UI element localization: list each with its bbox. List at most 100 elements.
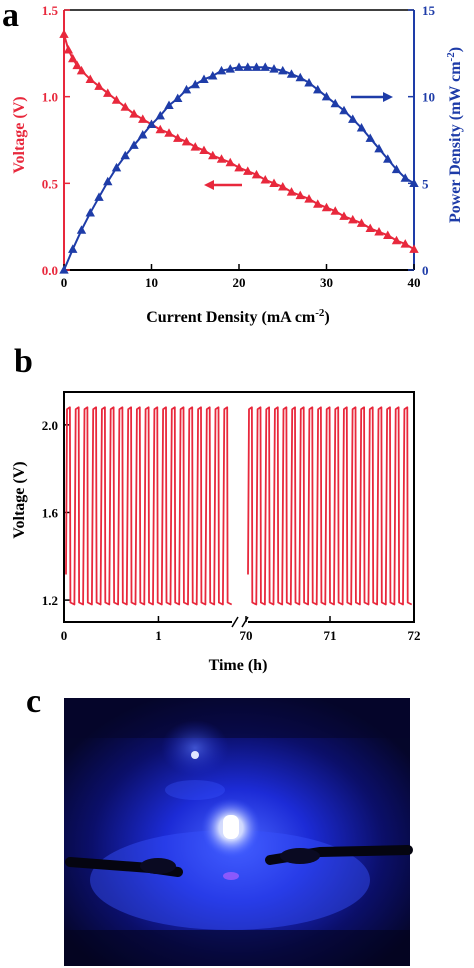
- voltage-point: [120, 102, 130, 111]
- voltage-point: [85, 74, 95, 83]
- power-point: [190, 79, 200, 89]
- panel-a: a 0 10 20 30 40 0.0 0.5 1.0 1.5 0 5 10 15 Current De…: [2, 0, 464, 326]
- power-arrow: [351, 92, 393, 102]
- power-point: [260, 62, 270, 71]
- power-point: [155, 110, 165, 120]
- power-point: [208, 71, 218, 80]
- axis-break-mark: [241, 616, 249, 628]
- power-point: [374, 143, 384, 153]
- x-tick-label: 1: [155, 628, 162, 643]
- power-point: [339, 105, 349, 115]
- voltage-point: [76, 65, 87, 75]
- power-point: [129, 140, 139, 149]
- voltage-point: [225, 157, 235, 167]
- voltage-point: [374, 227, 384, 236]
- y-left-tick-label: 1.5: [42, 3, 59, 18]
- power-point: [383, 154, 393, 163]
- voltage-point: [269, 178, 279, 187]
- power-point: [216, 65, 227, 75]
- power-point: [76, 225, 87, 234]
- power-point: [278, 65, 288, 75]
- power-point: [103, 176, 113, 186]
- power-point: [295, 72, 305, 82]
- y-right-tick-label: 15: [422, 3, 436, 18]
- voltage-point: [365, 223, 375, 233]
- voltage-point: [103, 88, 113, 97]
- x-tick-label: 70: [240, 628, 253, 643]
- panel-a-left-axis-title: Voltage (V): [11, 96, 28, 173]
- panel-c-letter: c: [26, 683, 41, 720]
- voltage-point: [409, 244, 419, 253]
- panel-c: c: [26, 683, 413, 966]
- power-point: [173, 93, 183, 103]
- voltage-point: [190, 142, 200, 151]
- voltage-point: [243, 166, 253, 175]
- y-right-tick-label: 5: [422, 176, 429, 191]
- power-point: [85, 207, 95, 217]
- power-point: [356, 123, 367, 132]
- power-point: [59, 265, 69, 274]
- x-tick-label: 30: [320, 275, 333, 290]
- power-point: [225, 64, 235, 73]
- y-left-tick-label: 1.0: [42, 90, 58, 105]
- power-point: [94, 192, 104, 201]
- y-left-tick-label: 0.0: [42, 263, 58, 278]
- voltage-point: [321, 202, 332, 212]
- voltage-point: [295, 190, 305, 200]
- voltage-point: [400, 239, 410, 248]
- y-tick-label: 1.6: [42, 505, 59, 520]
- power-point: [269, 64, 279, 73]
- voltage-point: [286, 187, 297, 196]
- voltage-point: [181, 136, 192, 146]
- voltage-point: [68, 53, 78, 63]
- voltage-point: [63, 45, 74, 54]
- power-point: [400, 173, 410, 182]
- panel-a-x-axis-title: Current Density (mA cm-2): [146, 307, 330, 326]
- power-point: [111, 162, 122, 172]
- voltage-point: [129, 109, 139, 118]
- power-point: [199, 74, 209, 83]
- voltage-point: [155, 124, 165, 134]
- voltage-point: [164, 128, 174, 137]
- panel-a-axes: 0 10 20 30 40 0.0 0.5 1.0 1.5 0 5 10 15: [42, 3, 436, 290]
- x-tick-label: 72: [408, 628, 421, 643]
- voltage-point: [348, 214, 358, 224]
- voltage-point: [208, 150, 218, 160]
- voltage-point: [173, 133, 183, 142]
- voltage-point: [59, 29, 69, 38]
- voltage-point: [199, 145, 209, 155]
- panel-a-letter: a: [2, 0, 19, 34]
- voltage-point: [391, 235, 402, 245]
- power-point: [330, 98, 340, 108]
- voltage-point: [356, 218, 367, 227]
- y-tick-label: 1.2: [42, 593, 58, 608]
- power-point: [234, 62, 244, 71]
- power-point: [409, 178, 419, 187]
- power-point: [243, 62, 253, 71]
- panel-b-letter: b: [14, 343, 33, 380]
- y-left-tick-label: 0.5: [42, 176, 59, 191]
- voltage-point: [339, 211, 349, 220]
- panel-b: b 1.2 1.6 2.0 0 1 70 71 72 Time (h) Voltage (V): [11, 343, 421, 674]
- y-tick-label: 2.0: [42, 418, 58, 433]
- voltage-point: [313, 199, 323, 208]
- power-point: [120, 150, 130, 160]
- voltage-arrow: [204, 180, 242, 190]
- power-point: [181, 84, 192, 94]
- power-point: [304, 77, 314, 87]
- voltage-point: [216, 154, 227, 163]
- x-tick-label: 10: [145, 275, 158, 290]
- cycling-voltage-trace: [65, 406, 413, 606]
- x-tick-label: 0: [61, 628, 68, 643]
- power-point: [146, 119, 157, 129]
- cycling-segment: [247, 406, 413, 606]
- voltage-point: [234, 162, 244, 172]
- power-density-series: [59, 62, 419, 274]
- voltage-point: [383, 230, 393, 239]
- voltage-point: [138, 114, 148, 123]
- power-point: [138, 129, 148, 139]
- x-tick-label: 20: [233, 275, 246, 290]
- led-bulb: [223, 815, 239, 839]
- power-point: [251, 62, 262, 71]
- panel-b-y-axis-title: Voltage (V): [11, 461, 28, 538]
